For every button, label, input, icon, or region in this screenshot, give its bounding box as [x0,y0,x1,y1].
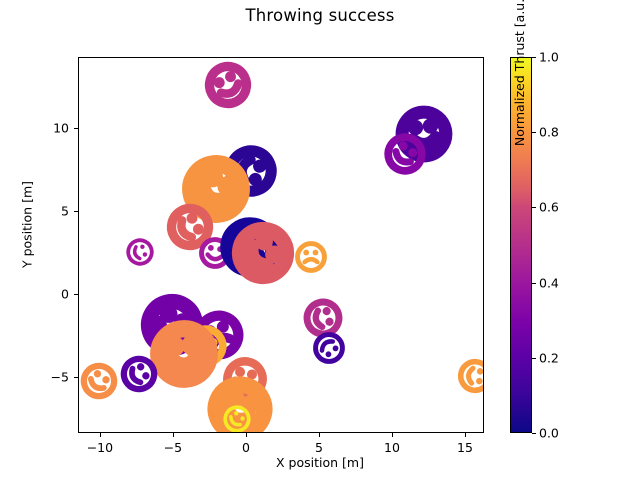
colorbar-tick-mark [532,57,536,58]
colorbar-tick-label: 0.6 [539,199,559,215]
scatter-marker-face[interactable] [295,240,328,273]
scatter-marker-face[interactable] [456,358,483,395]
x-tick-label: 5 [314,440,323,455]
plot-area[interactable] [78,57,484,433]
scatter-marker-face[interactable] [79,356,125,406]
colorbar-tick-mark [532,282,536,284]
y-tick-label: 5 [61,203,69,219]
colorbar-tick-mark [532,132,536,134]
x-tick-label: 15 [457,440,473,455]
scatter-marker-face[interactable] [160,197,220,257]
x-tick-mark [391,433,393,437]
scatter-marker-face[interactable] [123,234,158,269]
x-axis-label: X position [m] [276,455,364,470]
y-tick-label: −5 [50,369,69,385]
x-tick-mark [99,433,101,437]
x-tick-label: −5 [163,440,183,455]
x-tick-mark [172,433,174,437]
scatter-marker-face[interactable] [217,399,256,432]
scatter-marker-face[interactable] [150,320,219,389]
x-tick-mark [318,433,320,437]
colorbar-tick-label: 0.2 [539,350,559,366]
colorbar-tick-mark [532,433,536,434]
colorbar-tick-label: 0.0 [539,425,559,441]
y-tick-mark [74,293,78,295]
colorbar-label: Normalized Thrust [a.u.] [512,0,527,147]
scatter-marker-face[interactable] [198,58,258,114]
scatter-marker-face[interactable] [224,214,303,293]
y-tick-mark [74,211,78,213]
scatter-marker-face[interactable] [377,126,433,182]
x-tick-label: 10 [384,440,400,455]
colorbar-tick-mark [532,207,536,209]
x-tick-mark [465,433,466,437]
y-tick-mark [74,376,78,378]
x-tick-label: 0 [241,440,250,455]
colorbar-tick-mark [532,357,536,359]
y-tick-label: 10 [53,120,69,136]
scatter-marker-face[interactable] [114,350,163,399]
x-tick-label: −10 [86,440,114,455]
colorbar-gradient [510,57,532,433]
chart-title: Throwing success [245,6,395,25]
y-tick-mark [74,128,78,130]
colorbar-tick-label: 1.0 [539,49,559,65]
y-tick-label: 0 [61,286,69,302]
scatter-marker-face[interactable] [306,325,351,370]
colorbar-tick-label: 0.8 [539,124,559,140]
colorbar-tick-label: 0.4 [539,275,559,291]
y-axis-label: Y position [m] [19,180,35,269]
x-tick-mark [245,433,247,437]
